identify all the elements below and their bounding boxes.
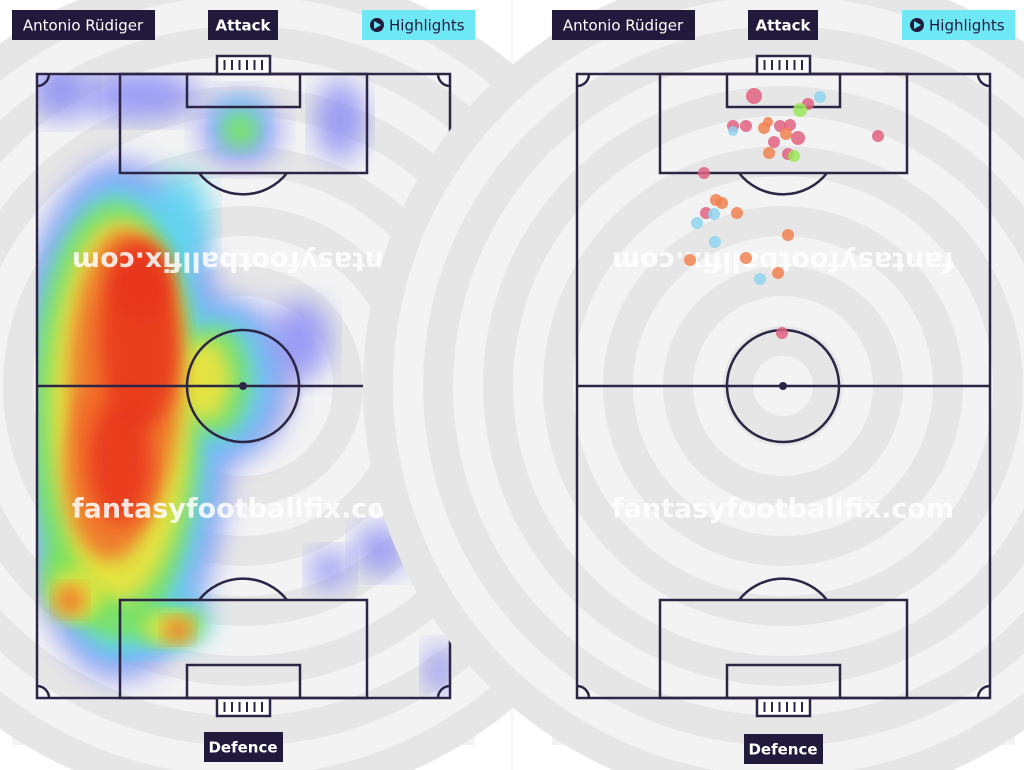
highlights-button[interactable]: Highlights bbox=[362, 10, 475, 40]
centre-circle bbox=[185, 328, 301, 444]
shot bbox=[784, 119, 796, 131]
heat-blob bbox=[90, 400, 150, 520]
attack-label: Attack bbox=[208, 10, 278, 40]
watermark: fantasyfootballfix.com bbox=[72, 494, 414, 525]
shot bbox=[763, 147, 775, 159]
pitch bbox=[35, 54, 452, 718]
corner-arc bbox=[436, 73, 451, 88]
defence-label-box bbox=[744, 734, 823, 764]
shot bbox=[698, 167, 710, 179]
corner-arc bbox=[576, 684, 591, 699]
shot bbox=[791, 131, 805, 145]
heat-blob bbox=[164, 618, 192, 642]
defence-text: Defence bbox=[748, 741, 817, 759]
heat-blob bbox=[55, 585, 85, 615]
shot bbox=[731, 207, 743, 219]
defence-text: Defence bbox=[208, 739, 277, 757]
corner-arc bbox=[576, 73, 591, 88]
shot bbox=[814, 91, 826, 103]
shot bbox=[691, 217, 703, 229]
heatmap bbox=[37, 74, 450, 695]
highlights-text: Highlights bbox=[929, 17, 1005, 35]
shot bbox=[872, 130, 884, 142]
player-name: Antonio Rüdiger bbox=[552, 10, 695, 40]
shot bbox=[782, 229, 794, 241]
highlights-text: Highlights bbox=[389, 17, 465, 35]
watermark: fantasyfootballfix.com bbox=[72, 246, 414, 277]
goal bbox=[755, 696, 812, 718]
player-name: Antonio Rüdiger bbox=[12, 10, 155, 40]
corner-arc bbox=[976, 684, 991, 699]
shot bbox=[740, 120, 752, 132]
highlights-button[interactable]: Highlights bbox=[902, 10, 1015, 40]
corner-arc bbox=[36, 73, 51, 88]
attack-text: Attack bbox=[756, 17, 812, 35]
goal bbox=[215, 696, 272, 718]
penalty-arc bbox=[738, 577, 828, 601]
defence-label-box bbox=[204, 732, 283, 762]
heat-blob bbox=[222, 112, 258, 148]
heat-blob bbox=[310, 550, 350, 590]
attack-label: Attack bbox=[748, 10, 818, 40]
shot bbox=[780, 128, 792, 140]
shot bbox=[793, 103, 807, 117]
pitch bbox=[575, 54, 992, 718]
corner-arc bbox=[36, 684, 51, 699]
shots bbox=[684, 88, 884, 339]
heat-blob bbox=[80, 74, 200, 120]
shot bbox=[776, 327, 788, 339]
penalty-arc bbox=[738, 172, 828, 196]
heat-blob bbox=[110, 240, 170, 320]
heat-blob bbox=[425, 645, 450, 695]
panel: fantasyfootballfix.comfantasyfootballfix… bbox=[363, 0, 1024, 770]
shot bbox=[728, 126, 738, 136]
goal bbox=[215, 54, 272, 76]
penalty-arc bbox=[198, 172, 288, 196]
shot bbox=[772, 267, 784, 279]
shot bbox=[716, 197, 728, 209]
defence-label: Defence bbox=[204, 732, 283, 762]
shot bbox=[740, 252, 752, 264]
attack-text: Attack bbox=[216, 17, 272, 35]
player-name-box bbox=[12, 10, 155, 40]
shot bbox=[754, 273, 766, 285]
shot bbox=[746, 88, 762, 104]
watermark: fantasyfootballfix.com bbox=[612, 494, 954, 525]
penalty-arc bbox=[198, 577, 288, 601]
shot bbox=[763, 117, 773, 127]
player-name-box bbox=[552, 10, 695, 40]
shot bbox=[708, 208, 720, 220]
player-name-text: Antonio Rüdiger bbox=[563, 17, 684, 35]
heat-blob bbox=[37, 74, 90, 120]
goal bbox=[755, 54, 812, 76]
shot bbox=[788, 150, 800, 162]
centre-spot bbox=[239, 382, 247, 390]
shot bbox=[768, 136, 780, 148]
player-name-text: Antonio Rüdiger bbox=[23, 17, 144, 35]
heat-blob bbox=[270, 300, 330, 380]
defence-label: Defence bbox=[744, 734, 823, 764]
corner-arc bbox=[436, 684, 451, 699]
attack-label-box bbox=[208, 10, 278, 40]
shot bbox=[709, 236, 721, 248]
attack-label-box bbox=[748, 10, 818, 40]
play-triangle bbox=[374, 21, 381, 29]
centre-spot bbox=[779, 382, 787, 390]
heat-blob bbox=[315, 80, 365, 160]
play-triangle bbox=[914, 21, 921, 29]
shot bbox=[684, 254, 696, 266]
corner-arc bbox=[976, 73, 991, 88]
